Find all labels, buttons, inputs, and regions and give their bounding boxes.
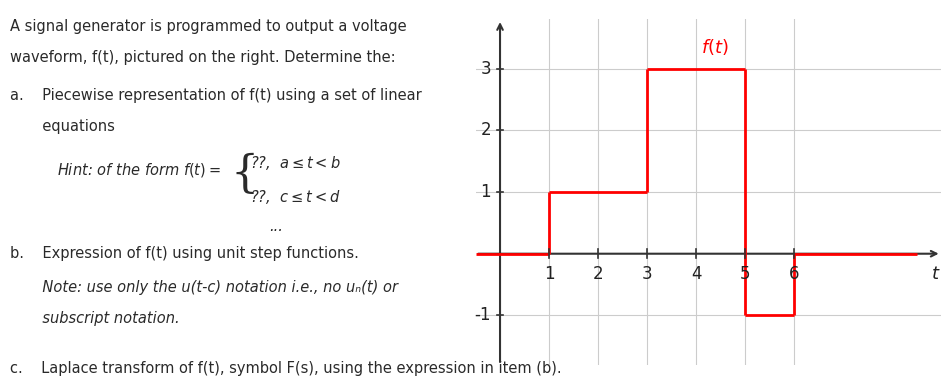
Text: t: t — [932, 265, 939, 283]
Text: 6: 6 — [789, 265, 800, 283]
Text: 3: 3 — [480, 60, 492, 78]
Text: 2: 2 — [592, 265, 604, 283]
Text: b.    Expression of f(t) using unit step functions.: b. Expression of f(t) using unit step fu… — [10, 246, 359, 261]
Text: ??,  $a \leq t < b$: ??, $a \leq t < b$ — [249, 154, 340, 172]
Text: 1: 1 — [480, 183, 492, 201]
Text: 4: 4 — [691, 265, 702, 283]
Text: c.    Laplace transform of f(t), symbol F(s), using the expression in item (b).: c. Laplace transform of f(t), symbol F(s… — [10, 361, 561, 376]
Text: subscript notation.: subscript notation. — [10, 311, 179, 326]
Text: 5: 5 — [740, 265, 750, 283]
Text: {: { — [230, 153, 259, 196]
Text: 1: 1 — [544, 265, 554, 283]
Text: 3: 3 — [642, 265, 652, 283]
Text: equations: equations — [10, 119, 114, 134]
Text: Note: use only the u(t-c) notation i.e., no uₙ(t) or: Note: use only the u(t-c) notation i.e.,… — [10, 280, 398, 295]
Text: 2: 2 — [480, 121, 492, 139]
Text: Hint: of the form $f(t) = $: Hint: of the form $f(t) = $ — [57, 161, 221, 179]
Text: ??,  $c \leq t < d$: ??, $c \leq t < d$ — [249, 188, 340, 206]
Text: A signal generator is programmed to output a voltage: A signal generator is programmed to outp… — [10, 19, 406, 34]
Text: -1: -1 — [475, 306, 492, 324]
Text: ...: ... — [268, 219, 282, 234]
Text: $f(t)$: $f(t)$ — [701, 37, 729, 57]
Text: waveform, f(t), pictured on the right. Determine the:: waveform, f(t), pictured on the right. D… — [10, 50, 395, 65]
Text: a.    Piecewise representation of f(t) using a set of linear: a. Piecewise representation of f(t) usin… — [10, 88, 421, 103]
